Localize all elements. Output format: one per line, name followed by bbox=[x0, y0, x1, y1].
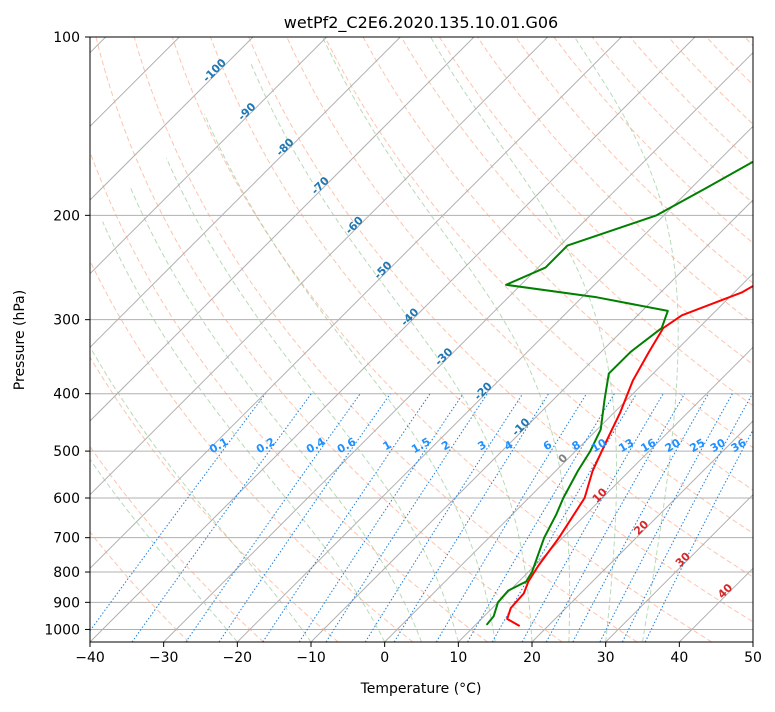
x-tick-label: 40 bbox=[670, 650, 688, 666]
chart-title: wetPf2_C2E6.2020.135.10.01.G06 bbox=[284, 13, 558, 33]
y-tick-label: 500 bbox=[53, 444, 80, 460]
y-tick-label: 100 bbox=[53, 30, 80, 46]
x-tick-label: 10 bbox=[449, 650, 467, 666]
y-tick-label: 900 bbox=[53, 595, 80, 611]
y-tick-label: 600 bbox=[53, 491, 80, 507]
y-tick-label: 700 bbox=[53, 531, 80, 547]
y-tick-label: 300 bbox=[53, 313, 80, 329]
x-tick-label: −40 bbox=[75, 650, 105, 666]
y-tick-label: 800 bbox=[53, 565, 80, 581]
x-axis-label: Temperature (°C) bbox=[360, 681, 482, 697]
x-tick-label: −10 bbox=[296, 650, 326, 666]
x-tick-label: 30 bbox=[597, 650, 615, 666]
y-tick-label: 1000 bbox=[44, 622, 80, 638]
y-tick-label: 400 bbox=[53, 387, 80, 403]
x-tick-label: 0 bbox=[380, 650, 389, 666]
x-tick-label: −30 bbox=[149, 650, 179, 666]
x-tick-label: 20 bbox=[523, 650, 541, 666]
y-axis-label: Pressure (hPa) bbox=[12, 290, 28, 390]
x-tick-label: 50 bbox=[744, 650, 762, 666]
y-tick-label: 200 bbox=[53, 208, 80, 224]
x-tick-label: −20 bbox=[223, 650, 253, 666]
